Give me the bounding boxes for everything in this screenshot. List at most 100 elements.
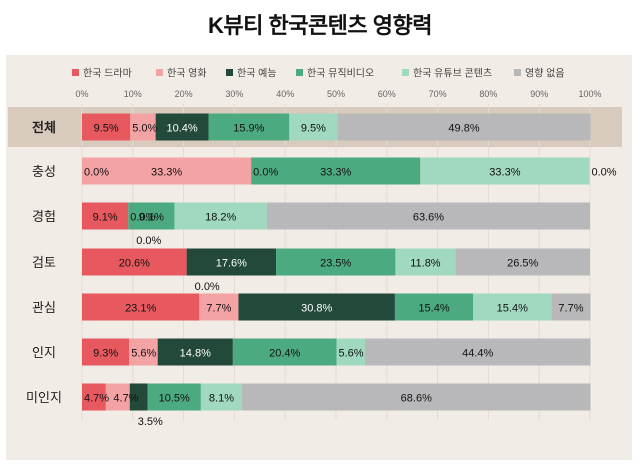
bar-segment [105, 383, 130, 411]
category-label: 미인지 [26, 390, 62, 405]
data-label: 26.5% [507, 258, 538, 270]
data-label: 7.7% [206, 303, 231, 315]
x-tick-label: 90% [530, 89, 548, 99]
category-label: 전체 [32, 120, 56, 135]
bar-segment [82, 338, 130, 366]
data-label: 8.1% [209, 393, 234, 405]
bar-segment [266, 202, 590, 230]
bar-segment [551, 293, 591, 321]
legend-swatch [514, 69, 521, 76]
data-label: 44.4% [462, 348, 493, 360]
bar-segment [395, 248, 456, 276]
data-label: 4.7% [113, 393, 138, 405]
x-tick-label: 30% [225, 89, 243, 99]
legend-label: 한국 드라마 [83, 68, 132, 80]
data-label: 5.0% [132, 123, 157, 135]
data-label: 0.0% [130, 212, 155, 224]
bar-segment [130, 113, 156, 141]
x-tick-label: 40% [276, 89, 294, 99]
bar-segment [82, 248, 187, 276]
bar-segment [147, 383, 201, 411]
x-tick-label: 60% [378, 89, 396, 99]
bar-segment [82, 383, 106, 411]
bar-segment [336, 338, 365, 366]
data-label: 30.8% [301, 303, 332, 315]
data-label: 5.6% [339, 348, 364, 360]
legend-swatch [156, 69, 163, 76]
data-label: 33.3% [320, 167, 351, 179]
data-label: 0.0% [591, 167, 616, 179]
data-label: 9.5% [94, 123, 119, 135]
bar-segment [186, 248, 277, 276]
legend-swatch [226, 69, 233, 76]
bar-segment [251, 157, 421, 185]
bar-segment [276, 248, 396, 276]
data-label: 49.8% [448, 123, 479, 135]
data-label: 11.8% [410, 258, 441, 270]
bar-segment [364, 338, 591, 366]
chart-title: K뷰티 한국콘텐츠 영향력 [207, 13, 433, 38]
data-label: 9.5% [301, 123, 326, 135]
x-tick-label: 80% [479, 89, 497, 99]
x-tick-label: 0% [75, 89, 88, 99]
bar-segment [208, 113, 290, 141]
data-label: 0.0% [136, 235, 161, 247]
data-label: 10.4% [166, 123, 197, 135]
data-label: 0.0% [253, 167, 278, 179]
bar-segment [473, 293, 552, 321]
x-tick-label: 10% [124, 89, 142, 99]
category-label: 경험 [32, 209, 56, 224]
data-label: 0.0% [195, 281, 220, 293]
data-label: 0.0% [84, 167, 109, 179]
data-label: 15.4% [418, 303, 449, 315]
data-label: 23.1% [125, 303, 156, 315]
bar-segment [82, 202, 129, 230]
data-label: 5.6% [131, 348, 156, 360]
data-label: 18.2% [205, 212, 236, 224]
legend-swatch [296, 69, 303, 76]
data-label: 9.1% [93, 212, 118, 224]
bar-segment [199, 293, 239, 321]
data-label: 15.4% [497, 303, 528, 315]
data-label: 20.4% [269, 348, 300, 360]
legend-swatch [72, 69, 79, 76]
data-label: 4.7% [84, 393, 109, 405]
bar-segment [232, 338, 337, 366]
bar-segment [157, 338, 233, 366]
bar-segment [82, 293, 200, 321]
bar-segment [337, 113, 591, 141]
bar-segment [242, 383, 591, 411]
x-tick-label: 100% [578, 89, 601, 99]
category-label: 관심 [32, 300, 56, 315]
data-label: 7.7% [558, 303, 583, 315]
category-label: 충성 [32, 164, 56, 179]
bar-segment [455, 248, 590, 276]
bar-segment [394, 293, 474, 321]
legend-label: 영향 없음 [525, 67, 565, 80]
legend-label: 한국 영화 [167, 68, 207, 80]
data-label: 33.3% [489, 167, 520, 179]
data-label: 3.5% [138, 416, 163, 428]
category-label: 검토 [32, 255, 56, 270]
data-label: 14.8% [180, 348, 211, 360]
legend-label: 한국 유튜브 콘텐츠 [413, 68, 492, 80]
category-label: 인지 [32, 345, 56, 360]
bar-segment [129, 383, 148, 411]
bar-segment [129, 338, 158, 366]
bar-segment [174, 202, 267, 230]
data-label: 10.5% [159, 393, 190, 405]
bar-segment [289, 113, 338, 141]
bar-segment [82, 157, 252, 185]
bar-segment [200, 383, 243, 411]
data-label: 33.3% [151, 167, 182, 179]
data-label: 17.6% [216, 258, 247, 270]
x-tick-label: 70% [429, 89, 447, 99]
data-label: 15.9% [233, 123, 264, 135]
legend-label: 한국 예능 [237, 68, 277, 80]
bar-segment [238, 293, 395, 321]
bar-segment [155, 113, 209, 141]
x-tick-label: 50% [327, 89, 345, 99]
data-label: 9.1% [139, 212, 164, 224]
data-label: 23.5% [320, 258, 351, 270]
